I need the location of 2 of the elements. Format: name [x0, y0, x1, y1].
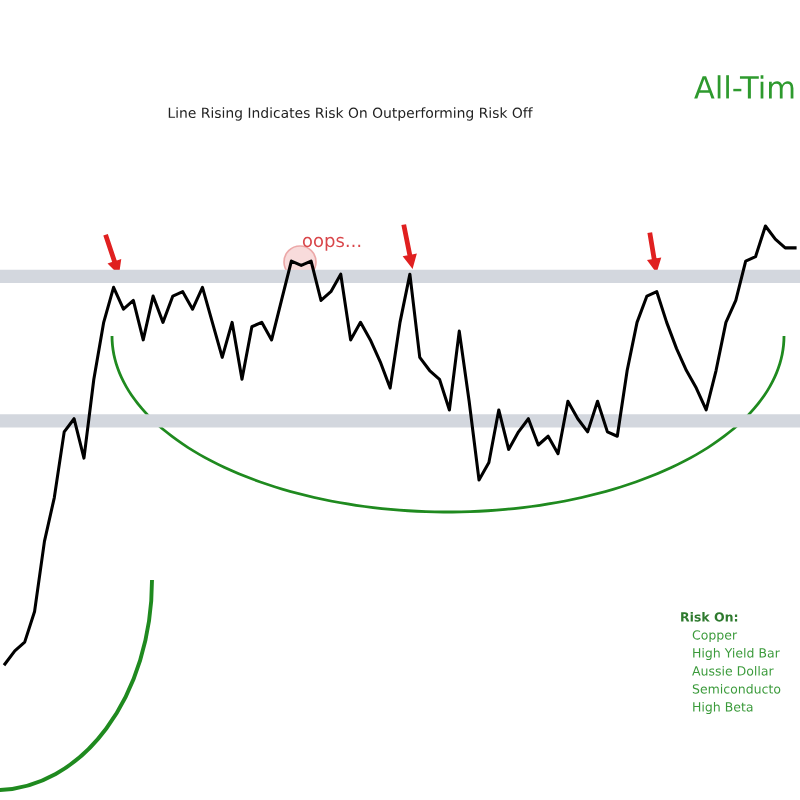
text: All-Tim [694, 75, 794, 99]
annotation: oops... [302, 236, 361, 251]
